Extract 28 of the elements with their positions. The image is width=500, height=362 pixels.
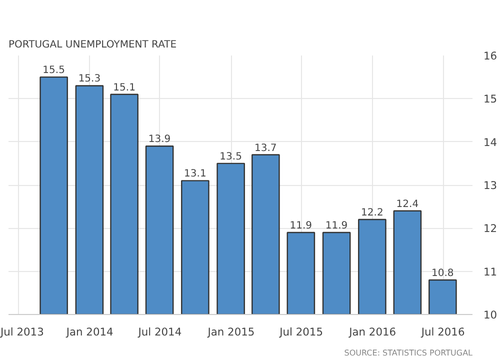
x-tick-label: Jul 2016 [420, 326, 465, 338]
x-tick-label: Jul 2014 [137, 326, 182, 338]
data-label: 13.9 [148, 134, 171, 146]
data-label: 12.4 [396, 198, 419, 210]
data-label: 11.9 [325, 220, 348, 232]
x-tick-label: Jul 2015 [278, 326, 323, 338]
data-label: 12.2 [361, 208, 384, 219]
x-tick-label: Jan 2015 [206, 326, 255, 338]
y-tick-label: 14 [484, 136, 498, 149]
data-label: 15.5 [42, 65, 65, 76]
source-note: SOURCE: STATISTICS PORTUGAL [344, 348, 474, 358]
y-tick-label: 15 [484, 92, 498, 106]
y-tick-label: 16 [484, 50, 498, 62]
data-label: 15.3 [78, 74, 101, 85]
x-tick-label: Jan 2014 [65, 326, 114, 338]
data-label: 11.9 [290, 220, 312, 232]
y-tick-label: 11 [484, 265, 498, 278]
x-tick-label: Jan 2016 [348, 326, 396, 338]
y-tick-label: 10 [484, 308, 498, 322]
data-label: 13.7 [254, 142, 277, 154]
chart-title: PORTUGAL UNEMPLOYMENT RATE [8, 40, 177, 50]
data-label: 10.8 [432, 268, 454, 279]
x-tick-label: Jul 2013 [0, 326, 44, 338]
data-label: 15.1 [113, 82, 136, 94]
y-tick-label: 13 [484, 179, 498, 192]
data-label: 13.1 [184, 168, 206, 180]
y-tick-label: 12 [484, 222, 498, 236]
data-label: 13.5 [220, 151, 242, 162]
